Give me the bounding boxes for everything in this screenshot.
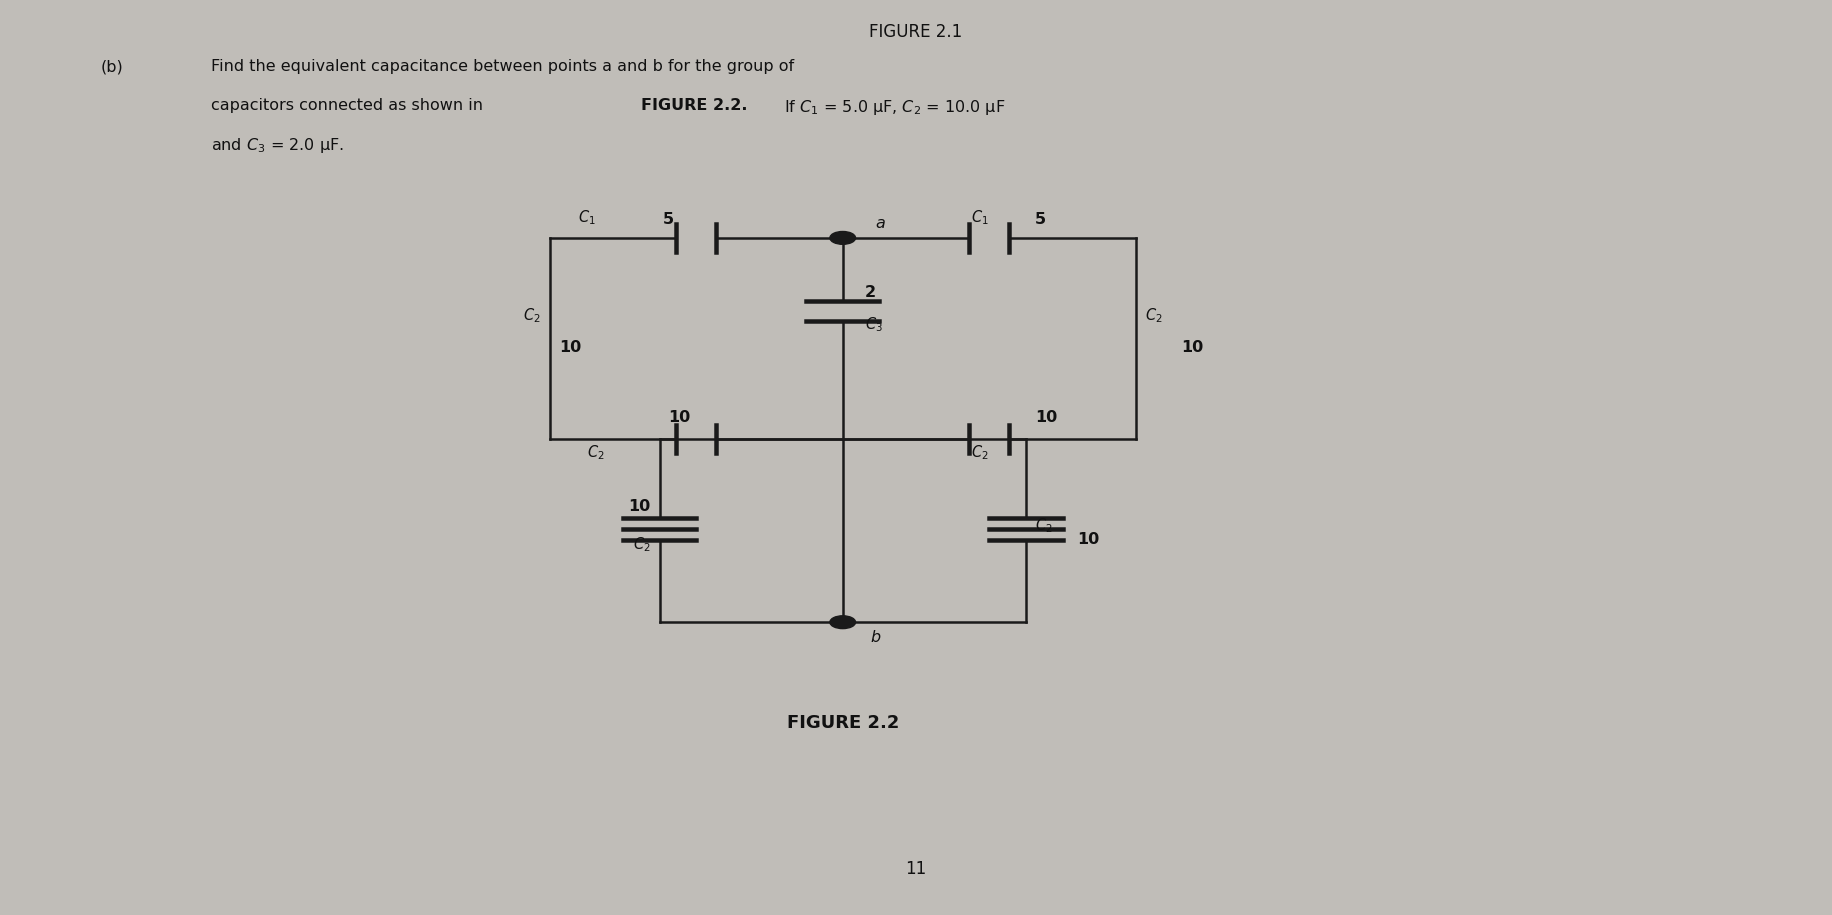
Text: 10: 10 bbox=[1077, 533, 1099, 547]
Text: $C_3$: $C_3$ bbox=[865, 316, 883, 334]
Text: If $C_1$ = 5.0 μF, $C_2$ = 10.0 μF: If $C_1$ = 5.0 μF, $C_2$ = 10.0 μF bbox=[779, 98, 1006, 117]
Text: FIGURE 2.2: FIGURE 2.2 bbox=[786, 714, 900, 732]
Text: 5: 5 bbox=[663, 212, 674, 227]
Text: 10: 10 bbox=[669, 411, 691, 425]
Text: 2: 2 bbox=[865, 285, 876, 300]
Text: 10: 10 bbox=[1182, 340, 1204, 355]
Text: 10: 10 bbox=[628, 500, 650, 514]
Text: a: a bbox=[876, 216, 885, 231]
Circle shape bbox=[830, 231, 856, 244]
Text: 10: 10 bbox=[1035, 411, 1057, 425]
Text: $C_1$: $C_1$ bbox=[971, 209, 989, 227]
Text: $C_2$: $C_2$ bbox=[1035, 517, 1053, 535]
Text: $C_2$: $C_2$ bbox=[632, 535, 650, 554]
Text: 11: 11 bbox=[905, 860, 927, 878]
Text: (b): (b) bbox=[101, 59, 123, 74]
Text: $C_1$: $C_1$ bbox=[577, 209, 595, 227]
Text: $C_2$: $C_2$ bbox=[522, 307, 540, 325]
Text: $C_2$: $C_2$ bbox=[971, 444, 989, 462]
Text: and $C_3$ = 2.0 μF.: and $C_3$ = 2.0 μF. bbox=[211, 136, 343, 156]
Text: FIGURE 2.1: FIGURE 2.1 bbox=[870, 23, 962, 41]
Text: 10: 10 bbox=[559, 340, 581, 355]
Text: 5: 5 bbox=[1035, 212, 1046, 227]
Text: b: b bbox=[870, 630, 881, 644]
Text: FIGURE 2.2.: FIGURE 2.2. bbox=[641, 98, 747, 113]
Text: capacitors connected as shown in: capacitors connected as shown in bbox=[211, 98, 487, 113]
Text: $C_2$: $C_2$ bbox=[586, 444, 605, 462]
Text: $C_2$: $C_2$ bbox=[1145, 307, 1163, 325]
Circle shape bbox=[830, 616, 856, 629]
Text: Find the equivalent capacitance between points a and b for the group of: Find the equivalent capacitance between … bbox=[211, 59, 793, 74]
